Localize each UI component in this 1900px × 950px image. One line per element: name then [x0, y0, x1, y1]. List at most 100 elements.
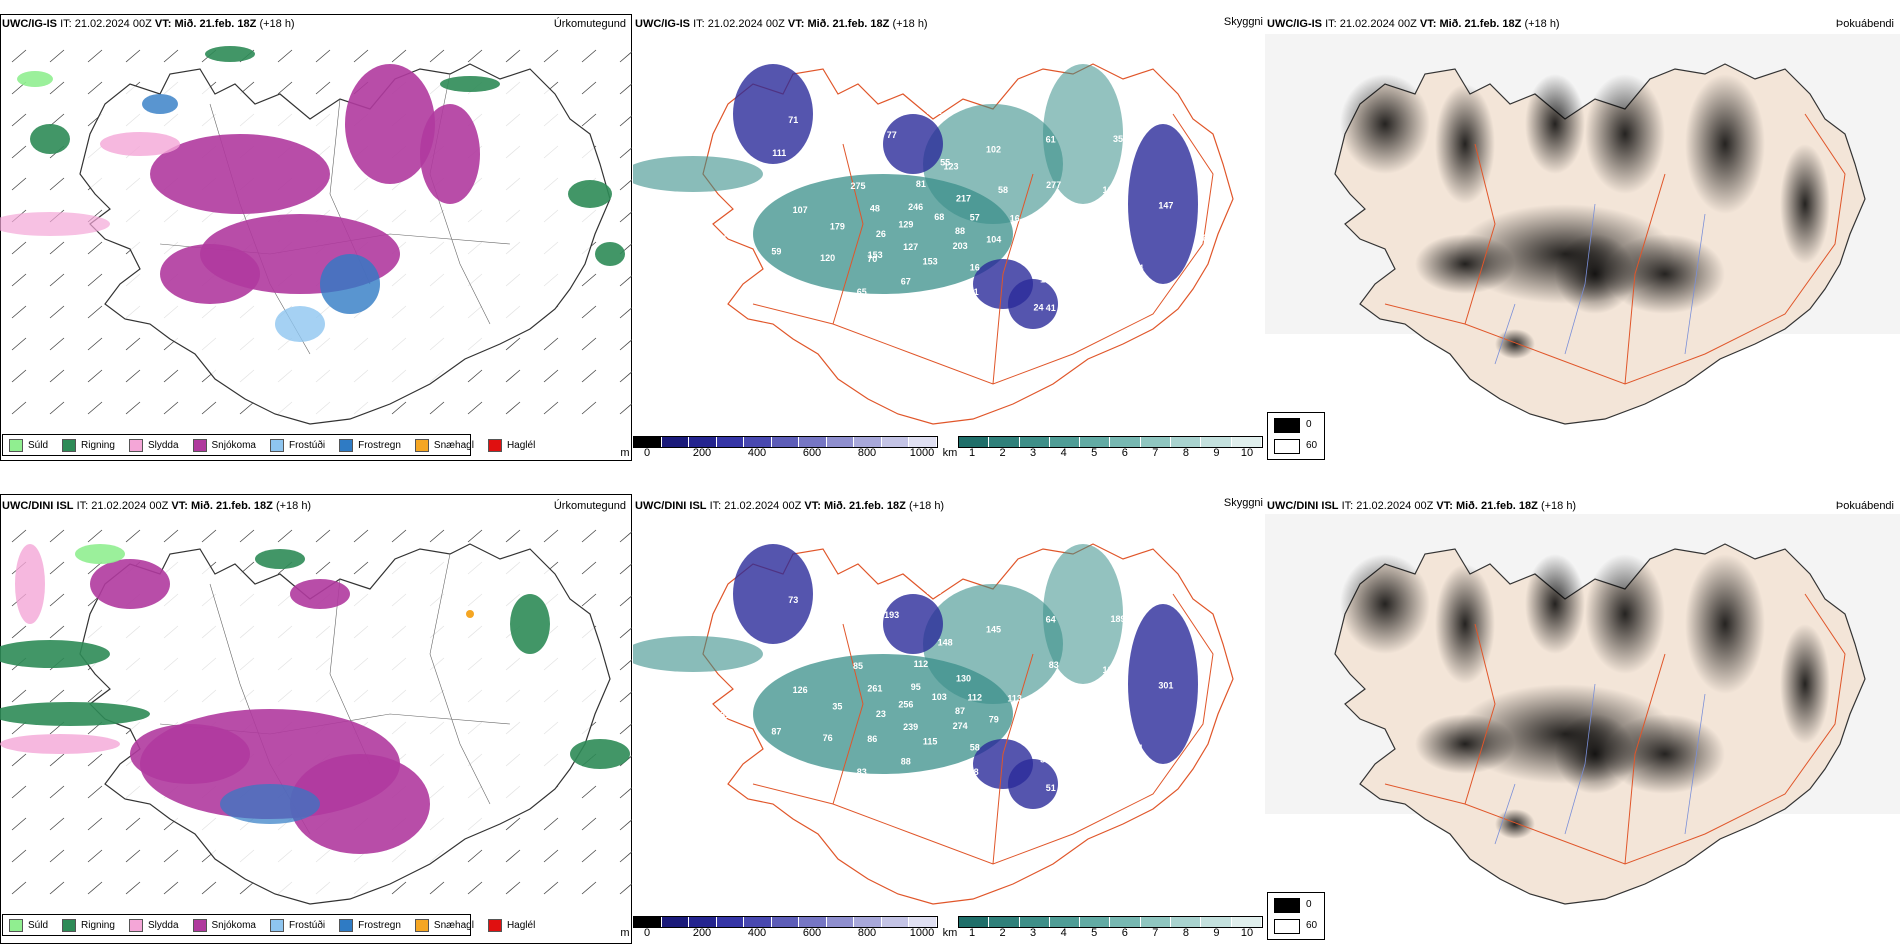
wind-barb [87, 561, 103, 575]
cloud-base-label: 71 [788, 115, 798, 125]
cloud-base-label: 129 [1020, 731, 1035, 741]
cloud-base-area [883, 114, 943, 174]
cloud-base-label: 35 [832, 702, 842, 712]
wind-barb [11, 785, 27, 799]
fog-panel-2: UWC/DINI ISL IT: 21.02.2024 00Z VT: Mið.… [1265, 494, 1900, 944]
colorbar-unit: m [620, 927, 630, 939]
cloud-base-label: 136 [1131, 779, 1146, 789]
colorbar-bin [771, 917, 800, 927]
colorbar-bin [881, 437, 910, 447]
cloud-base-label: 86 [867, 734, 877, 744]
colorbar-tick: 800 [857, 927, 877, 939]
cloud-base-label: 24 [1033, 303, 1043, 313]
legend-label: Snæhagl [433, 919, 474, 931]
cloud-base-label: 193 [884, 610, 899, 620]
wind-barb [505, 849, 521, 863]
colorbar-bin [854, 917, 882, 927]
cloud-base-label: 301 [1158, 680, 1173, 690]
cloud-base-label: 129 [898, 220, 913, 230]
fog-index-area [1525, 74, 1585, 174]
cloud-base-label: 57 [970, 213, 980, 223]
colorbar-tick: 800 [857, 447, 877, 459]
snow-area [90, 559, 170, 609]
cloud-base-label: 58 [998, 185, 1008, 195]
wind-barb [11, 113, 27, 127]
colorbar-tick: 1000 [909, 927, 935, 939]
cloud-base-label: 83 [857, 767, 867, 777]
cloud-base-label: 198 [927, 586, 942, 596]
wind-barb [11, 817, 27, 831]
colorbar-bin [1231, 437, 1262, 447]
freezing-rain-area [220, 784, 320, 824]
wind-barb [467, 49, 483, 63]
cloud-base-label: 214 [1128, 263, 1143, 273]
cloud-base-label: 112 [914, 659, 929, 669]
cloud-base-label: 248 [964, 767, 979, 777]
iceland-outline [1334, 63, 1866, 425]
legend-swatch [192, 438, 207, 452]
wind-barb [11, 273, 27, 287]
wind-barb [619, 819, 632, 831]
rain-area [205, 46, 255, 62]
wind-barb [87, 337, 103, 351]
legend-label: Slydda [147, 919, 179, 931]
wind-barb [87, 81, 103, 95]
rain-area [510, 594, 550, 654]
wind-barb [125, 849, 141, 863]
colorbar-bin [634, 917, 662, 927]
colorbar-tick: 200 [692, 447, 712, 459]
wind-barb [581, 529, 597, 543]
wind-barb [11, 49, 27, 63]
colorbar-bin [744, 437, 772, 447]
colorbar-bin [826, 437, 855, 447]
wind-barb [125, 881, 141, 895]
wind-barb [619, 211, 632, 223]
fog-index-area [1415, 714, 1515, 774]
fog-index-area [1685, 74, 1765, 214]
colorbar-tick: 0 [643, 927, 651, 939]
colorbar-bin [909, 917, 938, 927]
fog-legend-1: 0 60 [1267, 412, 1325, 460]
visibility-ticks-2: km 1 2 3 4 5 6 7 8 9 10 [943, 927, 1261, 941]
roads [752, 593, 1214, 865]
cloud-base-label: 103 [932, 692, 947, 702]
legend-label: Súld [28, 439, 49, 451]
legend-swatch [269, 438, 284, 452]
cloud-base-label: 16 [1010, 213, 1020, 223]
fog-index-area [1585, 74, 1665, 194]
fog-index-area [1585, 554, 1665, 674]
cloud-base-label: 26 [876, 229, 886, 239]
fog-panel-1: UWC/IG-IS IT: 21.02.2024 00Z VT: Mið. 21… [1265, 14, 1900, 461]
wind-barb [619, 851, 632, 863]
wind-barb [87, 817, 103, 831]
colorbar-bin [634, 437, 662, 447]
cloud-base-label: 73 [788, 595, 798, 605]
cloud-base-label: 87 [955, 706, 965, 716]
wind-barb [391, 49, 407, 63]
colorbar-tick: 400 [747, 927, 767, 939]
wind-barb [49, 113, 65, 127]
colorbar-bin [661, 917, 690, 927]
cloud-base-label: 120 [680, 684, 695, 694]
wind-barb [619, 403, 632, 415]
legend-label: Rigning [81, 439, 115, 451]
cloud-header-2: UWC/DINI ISL IT: 21.02.2024 00Z VT: Mið.… [635, 500, 945, 512]
wind-barb [619, 531, 632, 543]
cloud-base-area [883, 594, 943, 654]
colorbar-tick: 3 [1030, 447, 1037, 459]
cloud-base-label: 88 [955, 226, 965, 236]
wind-barb [619, 627, 632, 639]
rain-area [440, 76, 500, 92]
wind-barb [49, 241, 65, 255]
cloud-base-label: 95 [911, 682, 921, 692]
precip-map-1 [0, 46, 632, 425]
fog-legend-black-box [1274, 898, 1300, 913]
cloud-base-area [1008, 759, 1058, 809]
colorbar-tick: 9 [1213, 447, 1220, 459]
wind-barb [429, 881, 445, 895]
wind-barb [543, 529, 559, 543]
legend-label: Súld [28, 919, 49, 931]
cloud-base-label: 153 [868, 250, 883, 260]
wind-barb [619, 659, 632, 671]
cloud-base-label: 308 [1040, 754, 1055, 764]
